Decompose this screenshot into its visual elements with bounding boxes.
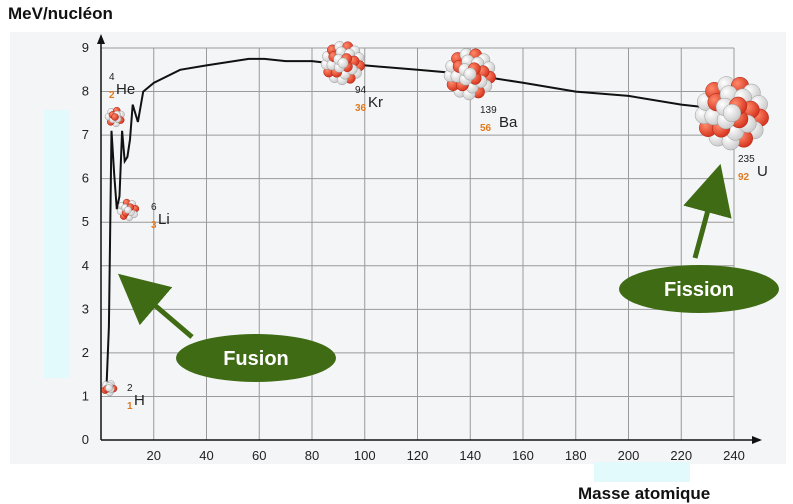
y-axis-arrowhead — [97, 34, 105, 44]
x-tick-label: 240 — [723, 448, 745, 463]
neutron — [105, 384, 113, 392]
x-tick-label: 180 — [565, 448, 587, 463]
isotope-mass-number: 94 — [355, 85, 367, 96]
annotation-arrows — [117, 163, 732, 339]
isotope-mass-number: 2 — [127, 383, 133, 394]
y-tick-label: 7 — [82, 127, 89, 142]
x-tick-label: 120 — [407, 448, 429, 463]
isotope-symbol: He — [116, 81, 135, 98]
isotope-symbol: Kr — [368, 94, 383, 111]
plot-backdrop — [10, 32, 786, 464]
nucleus-u — [694, 76, 769, 151]
isotope-symbol: Ba — [499, 114, 518, 131]
fusion-arrow — [117, 273, 194, 339]
isotope-symbol: H — [134, 392, 145, 409]
y-tick-label: 4 — [82, 258, 89, 273]
y-tick-label: 9 — [82, 40, 89, 55]
nucleus-kr — [320, 41, 365, 86]
y-tick-label: 6 — [82, 171, 89, 186]
isotope-atomic-number: 1 — [127, 401, 133, 412]
x-tick-label: 20 — [147, 448, 161, 463]
x-tick-label: 60 — [252, 448, 266, 463]
neutron — [722, 103, 742, 123]
y-tick-label: 1 — [82, 388, 89, 403]
x-axis-arrowhead — [752, 436, 762, 444]
y-tick-label: 8 — [82, 84, 89, 99]
nucleus-h — [101, 380, 118, 397]
isotope-atomic-number: 56 — [480, 123, 492, 134]
y-tick-label: 0 — [82, 432, 89, 447]
y-tick-label: 3 — [82, 301, 89, 316]
nucleus-he — [104, 106, 125, 128]
x-tick-label: 140 — [459, 448, 481, 463]
x-tick-label: 160 — [512, 448, 534, 463]
cyan-highlight-left — [44, 110, 70, 378]
isotope-atomic-number: 36 — [355, 103, 367, 114]
cyan-highlight-bottom — [594, 462, 690, 482]
isotope-mass-number: 139 — [480, 105, 497, 116]
fission-arrow — [683, 163, 732, 259]
proton — [111, 113, 119, 121]
y-tick-label: 2 — [82, 345, 89, 360]
annotation-label-fusion: Fusion — [223, 348, 289, 370]
nucleus-li — [116, 198, 140, 222]
isotope-symbol: Li — [158, 211, 170, 228]
neutron — [124, 206, 132, 214]
annotation-oval-fusion — [176, 334, 336, 382]
annotation-label-fission: Fission — [664, 279, 734, 301]
nuclei — [101, 41, 769, 397]
neutron — [337, 57, 349, 69]
isotope-atomic-number: 92 — [738, 172, 750, 183]
isotope-mass-number: 6 — [151, 202, 157, 213]
y-tick-label: 5 — [82, 214, 89, 229]
isotope-mass-number: 235 — [738, 154, 755, 165]
neutron — [463, 67, 477, 81]
isotope-mass-number: 4 — [109, 72, 115, 83]
x-axis-label: Masse atomique — [578, 484, 711, 503]
x-tick-label: 200 — [618, 448, 640, 463]
x-tick-label: 80 — [305, 448, 319, 463]
isotope-symbol: U — [757, 163, 768, 180]
x-tick-label: 100 — [354, 448, 376, 463]
annotation-oval-fission — [619, 265, 779, 313]
isotope-atomic-number: 3 — [151, 220, 157, 231]
x-tick-label: 220 — [670, 448, 692, 463]
nucleus-ba — [443, 48, 496, 101]
y-axis-label: MeV/nucléon — [8, 4, 113, 23]
isotope-atomic-number: 2 — [109, 90, 115, 101]
axes — [97, 34, 762, 444]
x-tick-label: 40 — [199, 448, 213, 463]
annotation-ovals: Fusion Fission — [176, 265, 779, 382]
